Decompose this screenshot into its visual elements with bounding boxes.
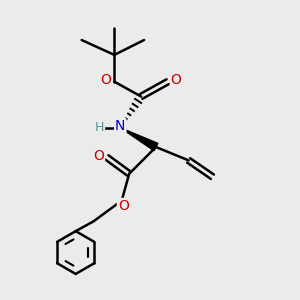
Polygon shape xyxy=(120,128,158,151)
Text: O: O xyxy=(100,73,111,87)
Text: O: O xyxy=(118,199,129,213)
Text: H: H xyxy=(95,121,104,134)
Text: O: O xyxy=(171,73,182,87)
Text: N: N xyxy=(115,119,125,133)
Text: O: O xyxy=(93,149,104,163)
